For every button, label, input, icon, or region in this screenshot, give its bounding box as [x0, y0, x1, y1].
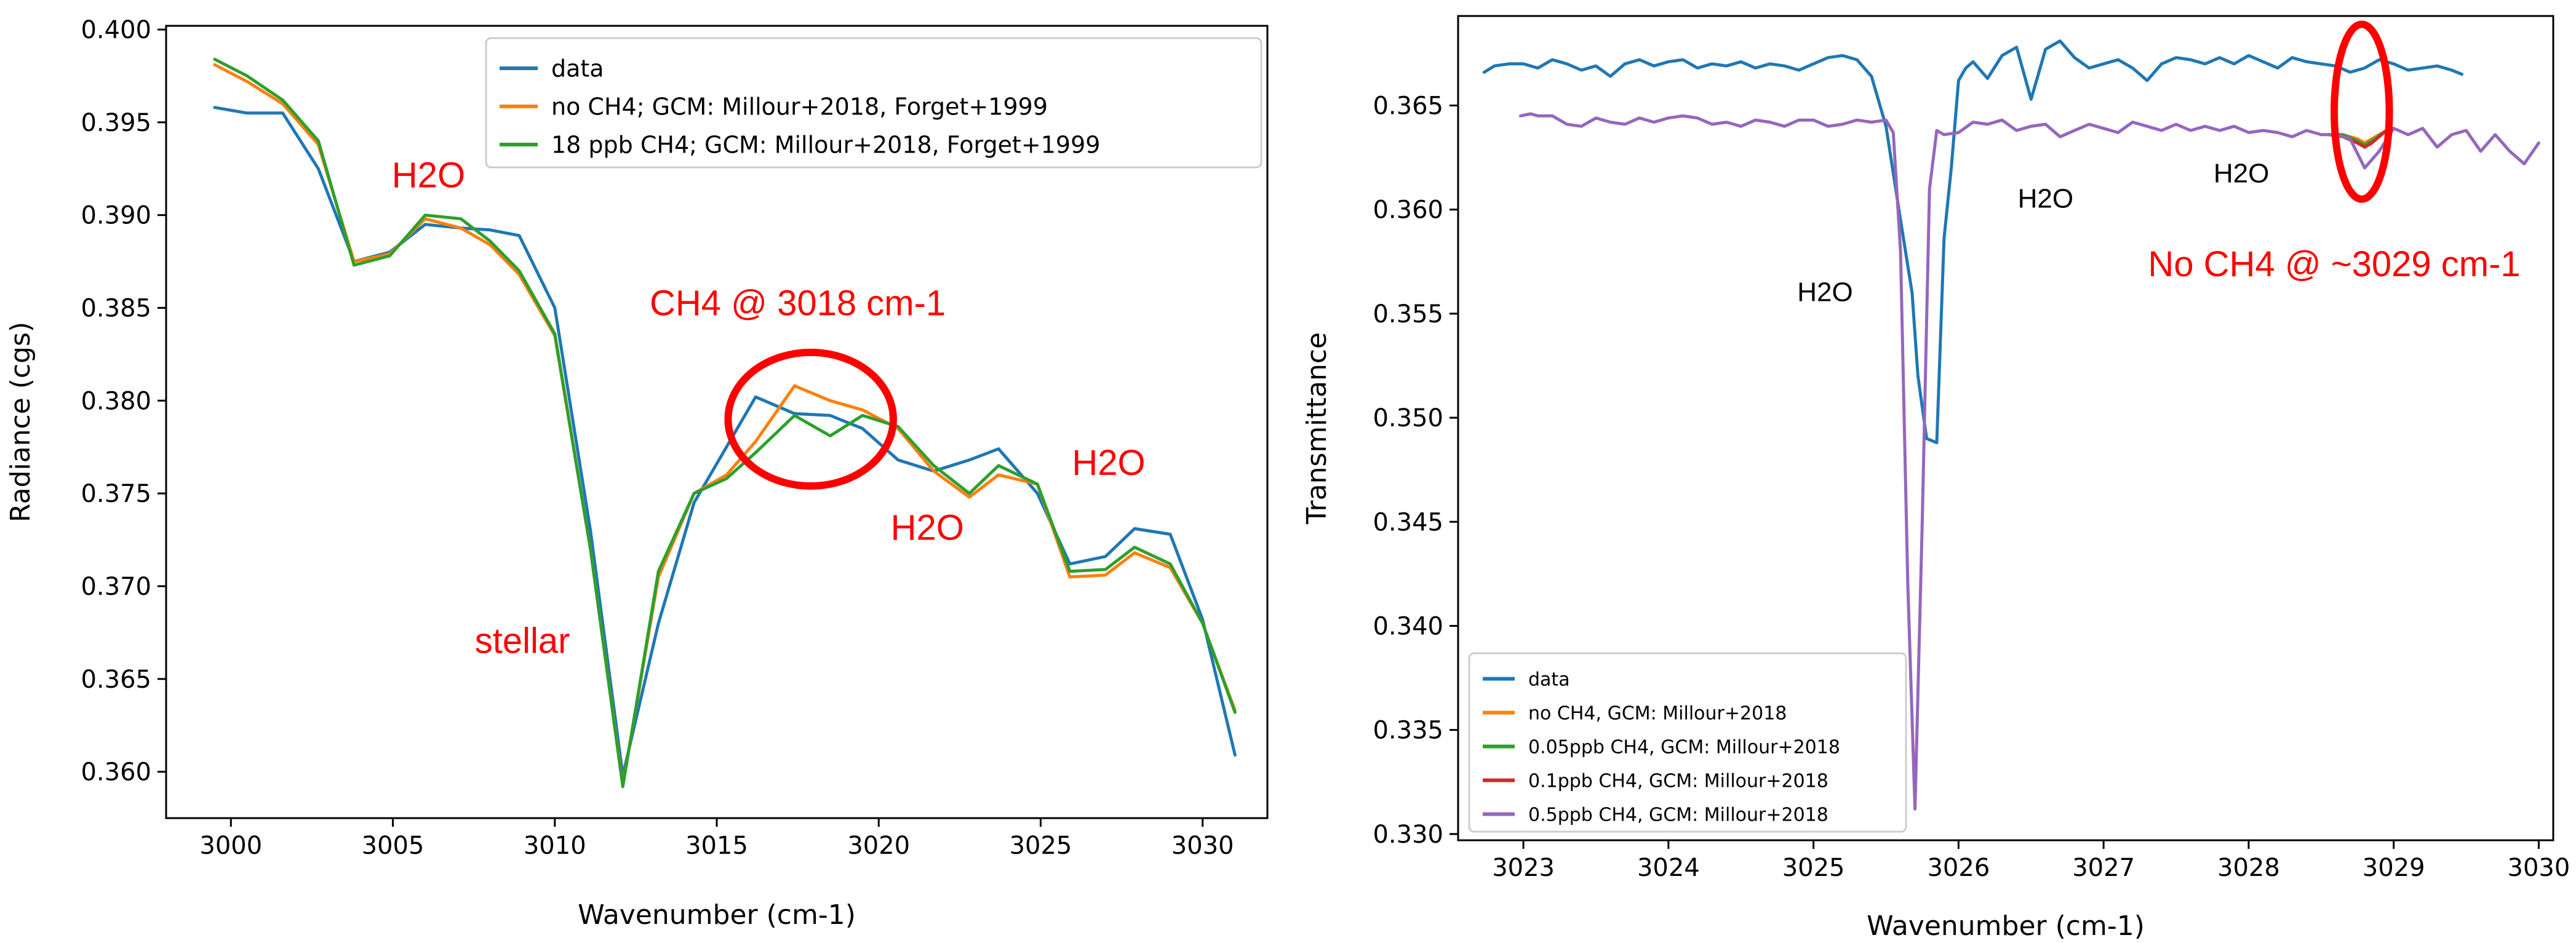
legend: data no CH4, GCM: Millour+2018 0.05ppb CH4… [1468, 652, 1907, 833]
y-tick-label: 0.330 [1373, 821, 1443, 849]
x-axis-label: Wavenumber (cm-1) [1867, 910, 2145, 942]
x-tick-label: 3026 [1927, 854, 1990, 882]
annotation-label: No CH4 @ ~3029 cm-1 [2148, 244, 2520, 284]
legend-label: 18 ppb CH4; GCM: Millour+2018, Forget+19… [551, 132, 1100, 159]
y-axis-label: Transmittance [1301, 332, 1333, 525]
x-tick-label: 3025 [1782, 854, 1845, 882]
y-tick-label: 0.335 [1373, 717, 1443, 745]
annotation-label: CH4 @ 3018 cm-1 [650, 284, 946, 324]
legend-label: no CH4; GCM: Millour+2018, Forget+1999 [551, 94, 1048, 121]
x-tick-label: 3023 [1492, 854, 1555, 882]
legend-label: no CH4, GCM: Millour+2018 [1528, 702, 1787, 724]
y-axis-label: Radiance (cgs) [5, 322, 36, 522]
legend-label: 0.5ppb CH4, GCM: Millour+2018 [1528, 804, 1828, 826]
legend: data no CH4; GCM: Millour+2018, Forget+19… [485, 37, 1262, 169]
y-tick-label: 0.345 [1373, 508, 1443, 536]
highlight-ellipse [2331, 20, 2393, 203]
series-group [213, 57, 1237, 789]
y-tick-label: 0.370 [81, 573, 151, 601]
x-tick-label: 3030 [1171, 832, 1234, 860]
series-line-4 [1518, 112, 2540, 811]
annotation-label: H2O [1797, 277, 1852, 308]
y-tick-label: 0.365 [1373, 92, 1443, 121]
x-tick-label: 3020 [847, 832, 910, 860]
y-tick-label: 0.400 [81, 16, 151, 44]
y-tick-label: 0.390 [81, 202, 151, 230]
x-tick-label: 3027 [2072, 854, 2135, 882]
y-tick-label: 0.365 [81, 666, 151, 694]
annotation-label: H2O [2018, 183, 2073, 213]
annotation-label: H2O [392, 155, 465, 195]
x-tick-label: 3000 [199, 832, 262, 860]
y-tick-label: 0.375 [81, 480, 151, 508]
annotation-label: H2O [2214, 159, 2269, 189]
y-tick-label: 0.350 [1373, 404, 1443, 432]
x-tick-label: 3010 [524, 832, 586, 860]
transmittance-chart: 3023 3024 3025 3026 3027 3028 3029 3030 0.330 0.3… [1301, 15, 2570, 942]
y-tick-label: 0.360 [81, 758, 151, 787]
legend-label: 0.05ppb CH4, GCM: Millour+2018 [1528, 736, 1840, 758]
radiance-chart: 3000 3005 3010 3015 3020 3025 3030 0.360 0.365 0.… [5, 16, 1269, 931]
series-line-0 [1482, 39, 2463, 445]
legend-label: data [1528, 669, 1570, 690]
legend-label: 0.1ppb CH4, GCM: Millour+2018 [1528, 770, 1828, 792]
x-axis-label: Wavenumber (cm-1) [578, 899, 856, 931]
y-tick-label: 0.380 [81, 387, 151, 415]
y-tick-label: 0.340 [1373, 612, 1443, 640]
legend-box [1468, 652, 1907, 833]
x-tick-label: 3015 [685, 832, 748, 860]
legend-label: data [551, 55, 604, 82]
series-line-2 [213, 57, 1237, 789]
y-tick-label: 0.360 [1373, 196, 1443, 225]
y-tick-label: 0.355 [1373, 300, 1443, 328]
legend-box [485, 37, 1262, 169]
series-group [1482, 39, 2540, 811]
x-tick-label: 3028 [2217, 854, 2280, 882]
annotation-label: stellar [475, 621, 570, 661]
x-tick-label: 3024 [1637, 854, 1700, 882]
y-tick-label: 0.385 [81, 294, 151, 322]
x-tick-label: 3030 [2508, 854, 2570, 882]
x-tick-label: 3005 [362, 832, 425, 860]
x-tick-label: 3029 [2363, 854, 2425, 882]
annotation-label: H2O [1072, 443, 1145, 483]
y-tick-label: 0.395 [81, 109, 151, 137]
annotation-label: H2O [891, 508, 964, 548]
highlight-ellipse [724, 348, 897, 490]
x-tick-label: 3025 [1010, 832, 1072, 860]
